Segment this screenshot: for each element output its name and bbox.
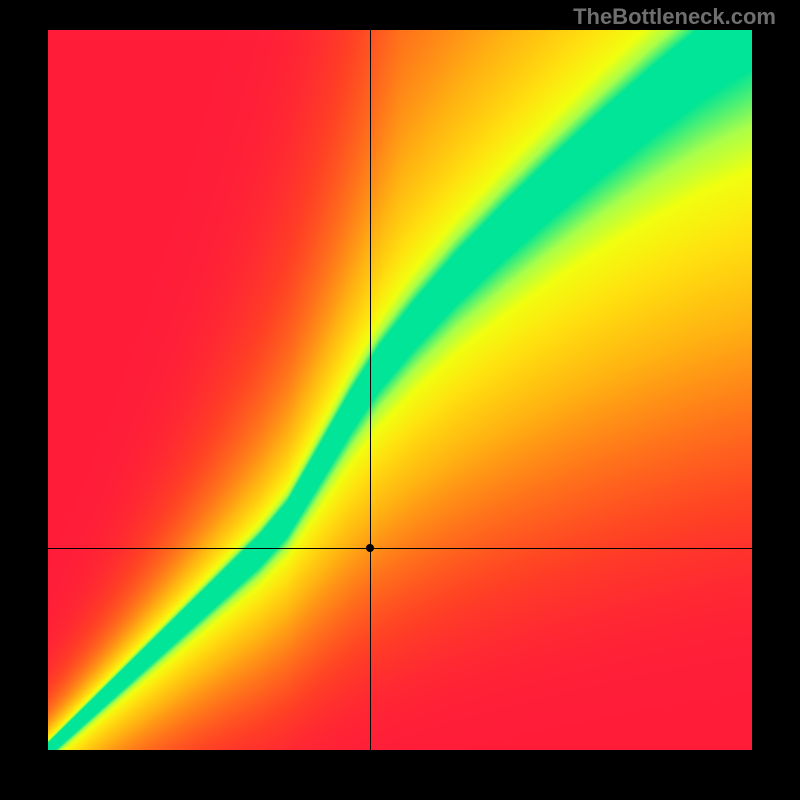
watermark-text: TheBottleneck.com bbox=[573, 4, 776, 30]
crosshair-horizontal bbox=[48, 548, 752, 549]
heatmap-canvas bbox=[48, 30, 752, 750]
crosshair-marker bbox=[366, 544, 374, 552]
crosshair-vertical bbox=[370, 30, 371, 750]
bottleneck-heatmap-plot bbox=[48, 30, 752, 750]
